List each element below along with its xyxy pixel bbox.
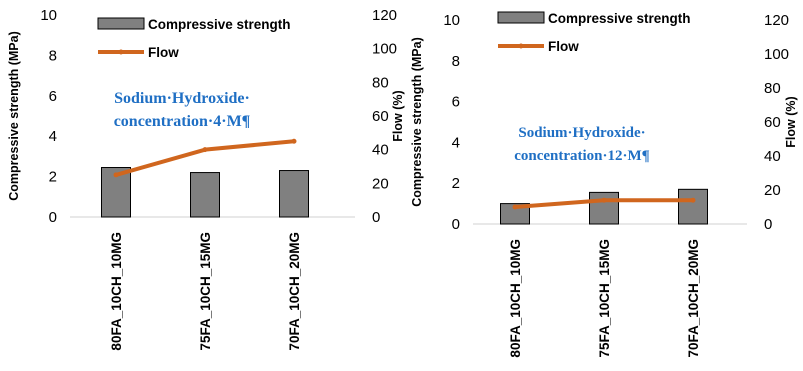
legend-label-bar: Compressive strength [548, 11, 691, 26]
y-tick-label: 4 [49, 128, 57, 145]
legend-swatch-bar [498, 12, 544, 23]
y2-tick-label: 60 [764, 114, 781, 131]
annotation-line-1: Sodium·Hydroxide· [114, 90, 250, 107]
bar [679, 189, 708, 224]
y-tick-label: 8 [49, 47, 57, 64]
y2-tick-label: 120 [372, 7, 397, 24]
x-category-label: 75FA_10CH_15MG [198, 232, 213, 351]
annotation-line-2: concentration·12·M¶ [514, 148, 650, 164]
flow-point [691, 198, 696, 203]
y-tick-label: 8 [452, 53, 460, 70]
y2-tick-label: 100 [372, 41, 397, 58]
y-tick-label: 0 [49, 209, 57, 226]
y2-axis-title: Flow (%) [784, 96, 798, 147]
y-tick-label: 10 [40, 7, 57, 24]
y2-tick-label: 60 [372, 108, 389, 125]
annotation-line-2: concentration·4·M¶ [114, 113, 251, 130]
y-tick-label: 2 [452, 175, 460, 192]
x-category-label: 75FA_10CH_15MG [597, 239, 612, 358]
y2-tick-label: 40 [372, 142, 389, 159]
y2-tick-label: 20 [764, 182, 781, 199]
y-tick-label: 6 [49, 88, 57, 105]
legend-swatch-point [119, 50, 124, 55]
flow-point [513, 205, 518, 210]
flow-point [203, 147, 208, 152]
legend-label-line: Flow [548, 39, 579, 54]
y2-axis-title: Flow (%) [391, 90, 405, 141]
bar [191, 173, 220, 217]
y-tick-label: 4 [452, 134, 460, 151]
y2-tick-label: 40 [764, 148, 781, 165]
y2-tick-label: 100 [764, 46, 789, 63]
x-category-label: 70FA_10CH_20MG [287, 232, 302, 351]
legend-label-bar: Compressive strength [148, 17, 291, 32]
y2-tick-label: 20 [372, 175, 389, 192]
flow-point [114, 172, 119, 177]
bar [280, 171, 309, 217]
y2-tick-label: 80 [372, 74, 389, 91]
y-tick-label: 0 [452, 216, 460, 233]
legend-swatch-point [519, 44, 524, 49]
y-tick-label: 2 [49, 169, 57, 186]
y-tick-label: 6 [452, 94, 460, 111]
bar [590, 192, 619, 224]
flow-point [292, 139, 297, 144]
y2-tick-label: 0 [764, 216, 772, 233]
legend-label-line: Flow [148, 45, 179, 60]
y-tick-label: 10 [443, 12, 460, 29]
y2-tick-label: 0 [372, 209, 380, 226]
annotation-line-1: Sodium·Hydroxide· [518, 125, 645, 141]
y-axis-title: Compressive strength (MPa) [7, 31, 21, 200]
y2-tick-label: 120 [764, 12, 789, 29]
flow-point [602, 198, 607, 203]
x-category-label: 80FA_10CH_10MG [109, 232, 124, 351]
x-category-label: 70FA_10CH_20MG [686, 239, 701, 358]
y2-tick-label: 80 [764, 80, 781, 97]
legend-swatch-bar [98, 18, 144, 29]
y-axis-title: Compressive strength (MPa) [410, 37, 424, 206]
x-category-label: 80FA_10CH_10MG [508, 239, 523, 358]
flow-line [116, 141, 294, 175]
